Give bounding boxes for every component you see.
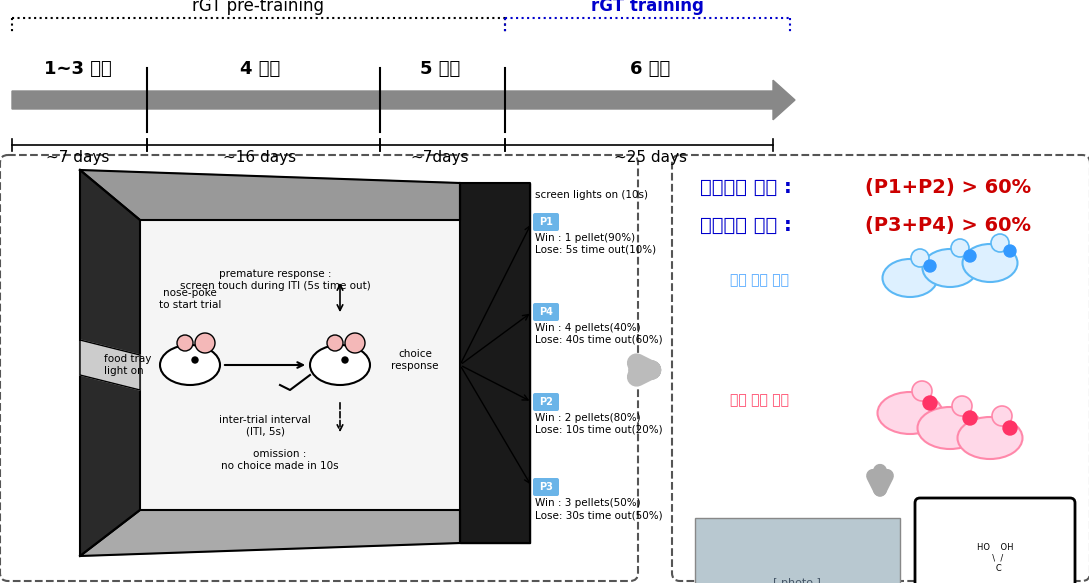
Text: 위험 추구 기질: 위험 추구 기질 [730, 393, 790, 407]
Text: 4 단계: 4 단계 [240, 61, 280, 78]
Ellipse shape [918, 407, 982, 449]
Circle shape [342, 357, 348, 363]
Text: rGT pre-training: rGT pre-training [193, 0, 325, 15]
Text: (P3+P4) > 60%: (P3+P4) > 60% [865, 216, 1031, 235]
FancyBboxPatch shape [533, 478, 559, 496]
Text: rGT training: rGT training [591, 0, 703, 15]
Ellipse shape [878, 392, 942, 434]
Text: P3: P3 [539, 482, 553, 492]
Circle shape [327, 335, 343, 351]
FancyBboxPatch shape [695, 518, 900, 583]
Circle shape [1003, 421, 1017, 435]
FancyBboxPatch shape [0, 155, 638, 581]
Text: ~25 days: ~25 days [613, 150, 686, 165]
Polygon shape [79, 510, 460, 556]
Text: nose-poke
to start trial: nose-poke to start trial [159, 289, 221, 310]
Ellipse shape [957, 417, 1023, 459]
Text: Win : 3 pellets(50%): Win : 3 pellets(50%) [535, 498, 640, 508]
FancyArrow shape [12, 80, 795, 120]
Text: food tray
light on: food tray light on [105, 354, 151, 376]
FancyBboxPatch shape [672, 155, 1089, 581]
Text: Lose: 10s time out(20%): Lose: 10s time out(20%) [535, 425, 662, 435]
Text: P2: P2 [539, 397, 553, 407]
Ellipse shape [160, 345, 220, 385]
Text: choice
response: choice response [391, 349, 439, 371]
Circle shape [991, 234, 1010, 252]
Text: Win : 2 pellets(80%): Win : 2 pellets(80%) [535, 413, 640, 423]
Text: P4: P4 [539, 307, 553, 317]
Text: 위험회피 그룹 :: 위험회피 그룹 : [700, 178, 798, 197]
Circle shape [192, 357, 198, 363]
Polygon shape [79, 170, 140, 556]
Text: 위험 회피 기질: 위험 회피 기질 [730, 273, 790, 287]
Circle shape [951, 239, 969, 257]
Polygon shape [360, 183, 460, 543]
Circle shape [992, 406, 1012, 426]
Text: 1~3 단계: 1~3 단계 [45, 61, 112, 78]
Circle shape [952, 396, 972, 416]
FancyBboxPatch shape [533, 393, 559, 411]
Text: screen lights on (10s): screen lights on (10s) [535, 190, 648, 200]
Circle shape [963, 411, 977, 425]
Polygon shape [460, 183, 530, 543]
Text: [ photo ]: [ photo ] [773, 578, 821, 583]
Polygon shape [79, 340, 140, 390]
Text: Lose: 5s time out(10%): Lose: 5s time out(10%) [535, 245, 657, 255]
Text: omission :
no choice made in 10s: omission : no choice made in 10s [221, 449, 339, 471]
Circle shape [964, 250, 976, 262]
Ellipse shape [882, 259, 938, 297]
Text: Win : 4 pellets(40%): Win : 4 pellets(40%) [535, 323, 640, 333]
Text: premature response :
screen touch during ITI (5s time out): premature response : screen touch during… [180, 269, 370, 291]
Text: ~16 days: ~16 days [223, 150, 296, 165]
Ellipse shape [922, 249, 978, 287]
FancyBboxPatch shape [915, 498, 1075, 583]
Circle shape [923, 396, 937, 410]
Circle shape [345, 333, 365, 353]
Circle shape [195, 333, 215, 353]
Circle shape [1004, 245, 1016, 257]
Ellipse shape [963, 244, 1017, 282]
Text: Lose: 30s time out(50%): Lose: 30s time out(50%) [535, 510, 662, 520]
Polygon shape [79, 170, 460, 220]
Text: HO    OH
  \  /
   C: HO OH \ / C [977, 543, 1013, 573]
Text: 6 단계: 6 단계 [629, 61, 670, 78]
Text: Lose: 40s time out(60%): Lose: 40s time out(60%) [535, 335, 662, 345]
Circle shape [911, 381, 932, 401]
Text: inter-trial interval
(ITI, 5s): inter-trial interval (ITI, 5s) [219, 415, 310, 437]
Text: Win : 1 pellet(90%): Win : 1 pellet(90%) [535, 233, 635, 243]
Text: P1: P1 [539, 217, 553, 227]
Circle shape [178, 335, 193, 351]
Text: 위험추구 그룹 :: 위험추구 그룹 : [700, 216, 798, 235]
Text: ~7 days: ~7 days [47, 150, 110, 165]
Circle shape [923, 260, 937, 272]
Text: (P1+P2) > 60%: (P1+P2) > 60% [865, 178, 1031, 197]
Text: ~7days: ~7days [411, 150, 469, 165]
Ellipse shape [310, 345, 370, 385]
Polygon shape [140, 183, 460, 543]
Circle shape [911, 249, 929, 267]
Text: 5 단계: 5 단계 [420, 61, 461, 78]
FancyBboxPatch shape [533, 303, 559, 321]
FancyBboxPatch shape [533, 213, 559, 231]
